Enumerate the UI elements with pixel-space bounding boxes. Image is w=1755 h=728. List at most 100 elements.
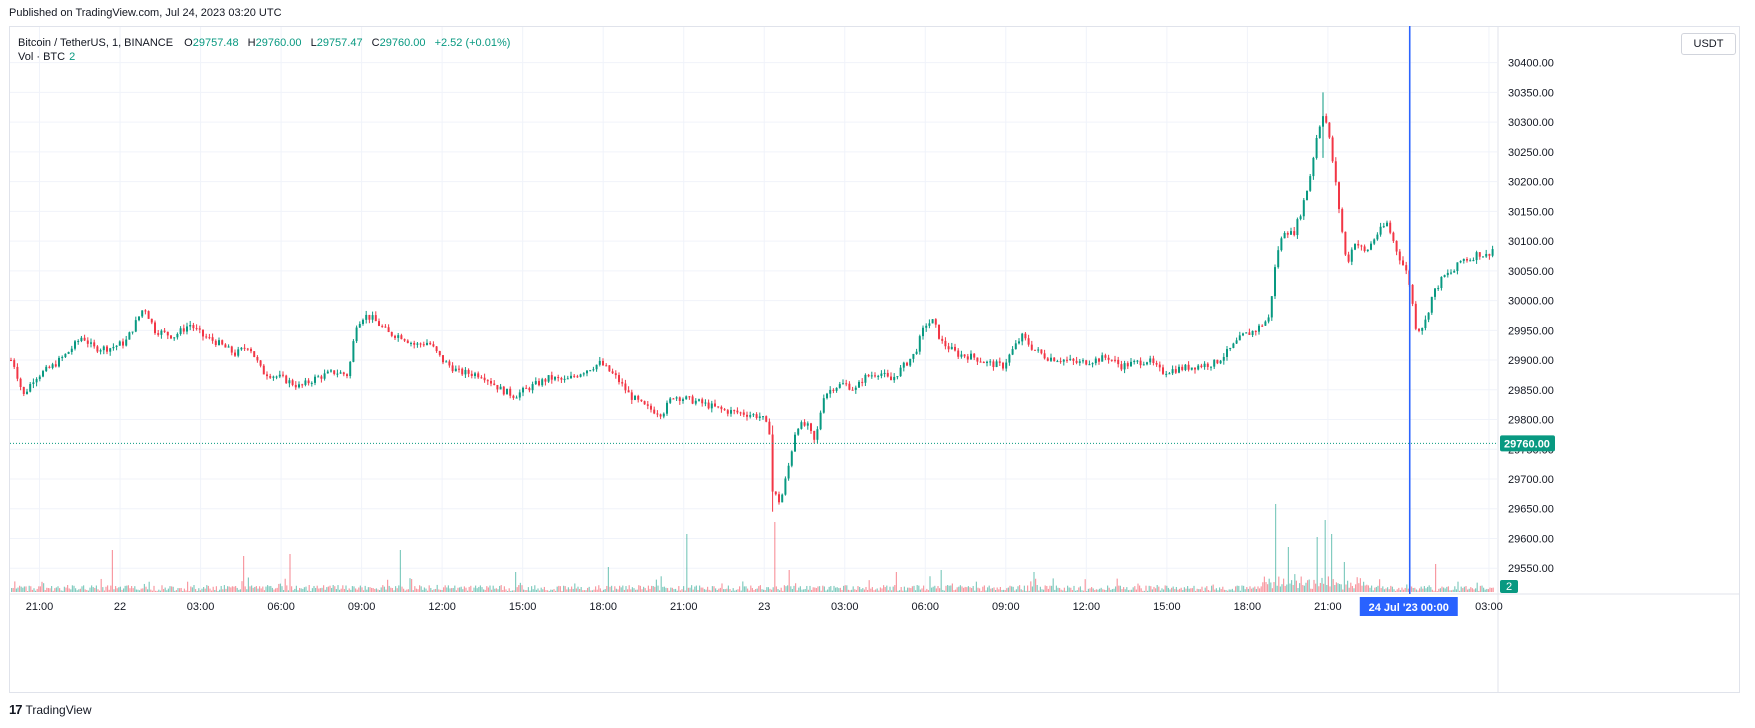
volume-bar	[1190, 588, 1192, 592]
volume-bar	[963, 587, 965, 592]
candle-body	[579, 374, 582, 377]
volume-bar	[879, 587, 881, 592]
volume-bar	[1391, 586, 1393, 592]
volume-legend: Vol · BTC 2	[18, 51, 75, 63]
volume-bar	[44, 590, 46, 592]
volume-bar	[1124, 589, 1126, 592]
candle-body	[234, 352, 236, 356]
volume-bar	[1068, 587, 1070, 592]
volume-bar	[1451, 590, 1453, 592]
volume-bar	[777, 589, 779, 592]
candle-body	[1450, 272, 1452, 274]
candle-body	[493, 383, 496, 385]
volume-bar	[1388, 589, 1390, 592]
volume-bar	[1227, 590, 1229, 592]
candle-body	[1469, 260, 1472, 262]
volume-bar	[1158, 586, 1160, 592]
y-tick-label: 29600.00	[1508, 533, 1554, 545]
volume-bar	[1414, 587, 1416, 592]
x-tick-label: 06:00	[267, 601, 295, 613]
volume-bar	[550, 589, 552, 592]
candle-body	[413, 342, 416, 345]
volume-bar	[1020, 589, 1022, 592]
candle-body	[701, 399, 704, 404]
volume-bar	[852, 586, 854, 592]
candle-body	[730, 410, 732, 414]
volume-bar	[407, 589, 409, 592]
candle-body	[541, 379, 544, 386]
volume-bar	[1145, 585, 1147, 592]
candle-body	[797, 428, 800, 435]
volume-bar	[446, 587, 448, 592]
candle-body	[886, 372, 889, 377]
volume-label[interactable]: Vol · BTC	[18, 51, 66, 63]
y-tick-label: 30000.00	[1508, 296, 1554, 308]
volume-bar	[569, 589, 571, 592]
volume-bar	[391, 588, 393, 592]
volume-bar	[1430, 587, 1432, 592]
candle-body	[1440, 276, 1443, 289]
volume-bar	[75, 588, 77, 592]
volume-bar	[751, 588, 753, 592]
candle-body	[1309, 176, 1312, 191]
candle-body	[1360, 245, 1363, 247]
volume-bar	[1078, 587, 1080, 592]
volume-bar	[1014, 590, 1016, 592]
volume-bar	[247, 577, 249, 592]
volume-bar	[79, 588, 81, 592]
candle-body	[1344, 231, 1347, 255]
candle-body	[211, 337, 214, 341]
volume-bar	[1313, 579, 1315, 592]
y-tick-label: 30400.00	[1508, 58, 1554, 70]
candle-body	[1459, 260, 1462, 263]
candle-body	[1046, 358, 1049, 361]
volume-bar	[270, 585, 272, 592]
volume-bar	[339, 589, 341, 592]
last-price-tag	[1500, 435, 1555, 452]
candle-body	[544, 379, 547, 382]
volume-bar	[1207, 589, 1209, 592]
volume-bar	[1377, 585, 1379, 592]
volume-bar	[323, 585, 325, 592]
volume-bar	[1174, 589, 1176, 592]
volume-bar	[1198, 589, 1200, 592]
volume-bar	[54, 588, 56, 592]
x-tick-label: 12:00	[428, 601, 456, 613]
volume-bar	[313, 585, 315, 592]
candle-body	[1411, 284, 1414, 304]
volume-bar	[1057, 587, 1059, 592]
candle-body	[608, 365, 611, 372]
volume-bar	[1323, 583, 1325, 592]
x-tick-label: 21:00	[670, 601, 698, 613]
volume-bar	[319, 588, 321, 592]
volume-bar	[252, 587, 254, 592]
volume-bar	[134, 586, 136, 592]
volume-bar	[924, 590, 926, 592]
candle-body	[1088, 364, 1091, 366]
candle-body	[448, 361, 451, 366]
volume-bar	[775, 586, 777, 592]
volume-bar	[1311, 588, 1313, 592]
volume-bar	[116, 588, 118, 592]
candle-body	[1059, 361, 1062, 363]
candle-body	[1168, 373, 1171, 375]
volume-bar	[838, 588, 840, 592]
candle-body	[592, 369, 595, 371]
volume-bar	[1167, 587, 1169, 592]
volume-bar	[67, 585, 69, 592]
volume-bar	[918, 585, 920, 592]
tradingview-brand[interactable]: TradingView	[25, 702, 92, 717]
volume-bar	[1156, 585, 1158, 592]
volume-bar	[38, 586, 40, 592]
open-value: 29757.48	[192, 37, 239, 49]
volume-bar	[1396, 589, 1398, 592]
volume-bar	[473, 587, 475, 592]
symbol-title[interactable]: Bitcoin / TetherUS, 1, BINANCE	[18, 37, 174, 49]
volume-bar	[1115, 586, 1117, 592]
volume-bar	[1044, 585, 1046, 592]
currency-button[interactable]: USDT	[1681, 33, 1736, 55]
volume-bar	[87, 590, 89, 592]
volume-bar	[1255, 588, 1257, 592]
candle-body	[358, 323, 361, 328]
